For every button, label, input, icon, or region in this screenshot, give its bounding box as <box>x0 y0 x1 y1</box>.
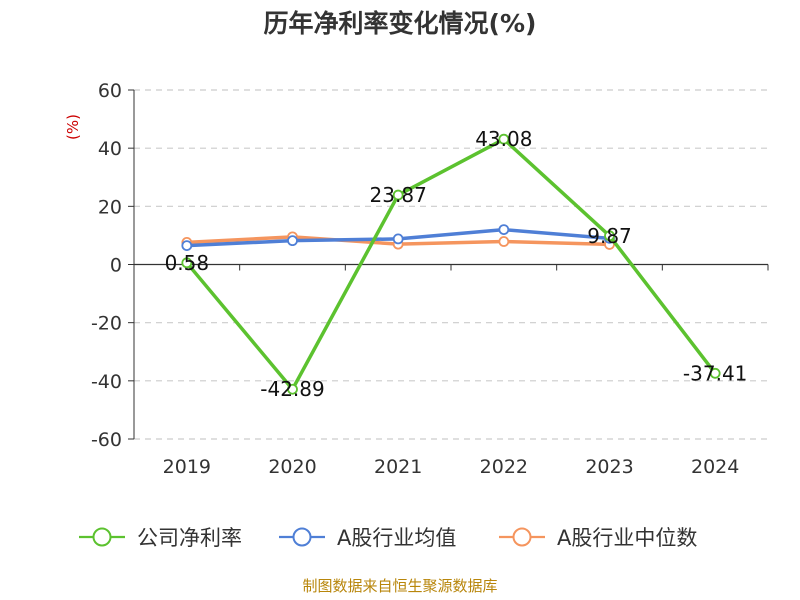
data-label: 23.87 <box>370 183 427 207</box>
legend-marker <box>292 527 312 547</box>
data-point <box>604 230 615 242</box>
series-0 <box>181 133 721 395</box>
y-axis-label: (%) <box>64 114 82 140</box>
y-tick-label: 60 <box>98 80 122 102</box>
data-point <box>181 240 193 251</box>
data-point <box>709 367 721 379</box>
data-label: -37.41 <box>683 361 747 385</box>
legend-label: 公司净利率 <box>137 526 242 550</box>
y-tick-label: 40 <box>98 138 122 160</box>
data-label: 0.58 <box>165 251 210 275</box>
legend-item: A股行业均值 <box>279 526 456 550</box>
grid-layer <box>134 89 768 440</box>
x-tick-label: 2022 <box>480 456 528 478</box>
x-tick-label: 2020 <box>268 456 316 478</box>
x-tick-label: 2021 <box>374 456 422 478</box>
x-tick-label: 2024 <box>691 456 739 478</box>
data-label: 43.08 <box>475 127 532 151</box>
data-label-layer: 0.58 -42.89 23.87 43.08 9.87 -37.41 <box>165 127 748 401</box>
source-note: 制图数据来自恒生聚源数据库 <box>302 577 497 595</box>
legend-label: A股行业均值 <box>337 526 456 550</box>
legend-item: A股行业中位数 <box>499 526 697 550</box>
legend-marker <box>512 527 532 547</box>
x-tick-label: 2019 <box>163 456 211 478</box>
data-point <box>181 257 193 269</box>
series-1 <box>181 224 615 251</box>
data-label: 9.87 <box>587 224 632 248</box>
y-tick-label: 20 <box>98 196 122 218</box>
y-tick-label: -40 <box>91 371 122 393</box>
data-point <box>287 235 298 247</box>
y-tick-label: 0 <box>110 255 122 277</box>
series-layer <box>181 133 721 395</box>
series-line <box>185 137 717 391</box>
legend-item: 公司净利率 <box>79 526 242 550</box>
chart-title: 历年净利率变化情况(%) <box>264 9 537 38</box>
legend-marker <box>92 527 112 547</box>
data-point <box>287 383 298 395</box>
data-point <box>392 189 404 201</box>
y-tick-label: -20 <box>91 313 122 335</box>
axis-layer: 60 40 20 0 -20 -40 -60 2019 2020 2021 2022 2023 2024 <box>91 80 769 478</box>
legend-label: A股行业中位数 <box>557 526 697 550</box>
legend: 公司净利率 A股行业均值 A股行业中位数 <box>79 526 697 550</box>
y-tick-label: -60 <box>91 429 122 451</box>
data-point <box>392 233 404 245</box>
data-label: -42.89 <box>260 377 324 401</box>
data-point <box>498 224 510 236</box>
x-tick-label: 2023 <box>585 456 633 478</box>
data-point <box>498 133 510 145</box>
data-point <box>498 236 510 247</box>
